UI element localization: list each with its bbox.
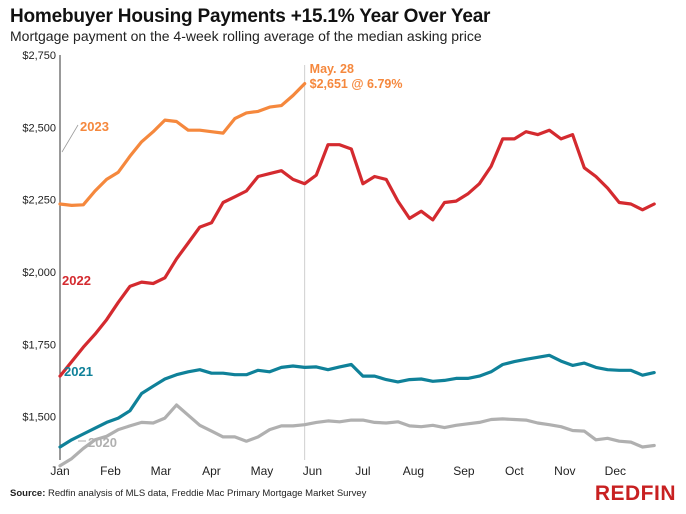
x-tick-label: Jul xyxy=(355,464,370,478)
series-label-2022: 2022 xyxy=(62,273,91,288)
x-tick-label: Sep xyxy=(453,464,475,478)
source-label: Source: xyxy=(10,488,46,499)
x-tick-label: Nov xyxy=(554,464,575,478)
x-tick-label: Oct xyxy=(505,464,524,478)
annotation-line: $2,651 @ 6.79% xyxy=(310,77,403,91)
series-leader-line xyxy=(61,124,79,153)
y-tick-label: $2,500 xyxy=(22,122,56,134)
y-tick-label: $2,000 xyxy=(22,267,56,279)
source-text: Redfin analysis of MLS data, Freddie Mac… xyxy=(48,488,367,499)
y-tick-label: $2,250 xyxy=(22,195,56,207)
series-label-2023: 2023 xyxy=(80,119,109,134)
x-tick-label: Jun xyxy=(303,464,322,478)
series-line-2020 xyxy=(58,403,656,468)
annotation-line: May. 28 xyxy=(310,62,354,76)
series-label-2020: 2020 xyxy=(88,435,117,450)
chart-subtitle: Mortgage payment on the 4-week rolling a… xyxy=(10,28,482,44)
x-tick-label: Mar xyxy=(151,464,172,478)
line-chart: $1,500 $1,750 $2,000 $2,250 $2,500 $2,750 Jan F… xyxy=(22,50,656,478)
chart-title: Homebuyer Housing Payments +15.1% Year O… xyxy=(10,6,491,27)
x-tick-label: Dec xyxy=(605,464,626,478)
x-tick-label: May xyxy=(251,464,274,478)
y-tick-label: $2,750 xyxy=(22,50,56,62)
source-note: Source: Redfin analysis of MLS data, Fre… xyxy=(10,488,366,499)
y-tick-label: $1,750 xyxy=(22,339,56,351)
x-tick-label: Jan xyxy=(50,464,69,478)
x-tick-label: Feb xyxy=(100,464,121,478)
y-tick-label: $1,500 xyxy=(22,412,56,424)
x-tick-label: Aug xyxy=(403,464,424,478)
x-tick-label: Apr xyxy=(202,464,221,478)
redfin-logo: REDFIN xyxy=(594,482,676,505)
series-label-2021: 2021 xyxy=(64,364,93,379)
series-line-2021 xyxy=(58,353,656,449)
series-line-2022 xyxy=(58,128,656,378)
series-line-2023 xyxy=(58,81,307,207)
